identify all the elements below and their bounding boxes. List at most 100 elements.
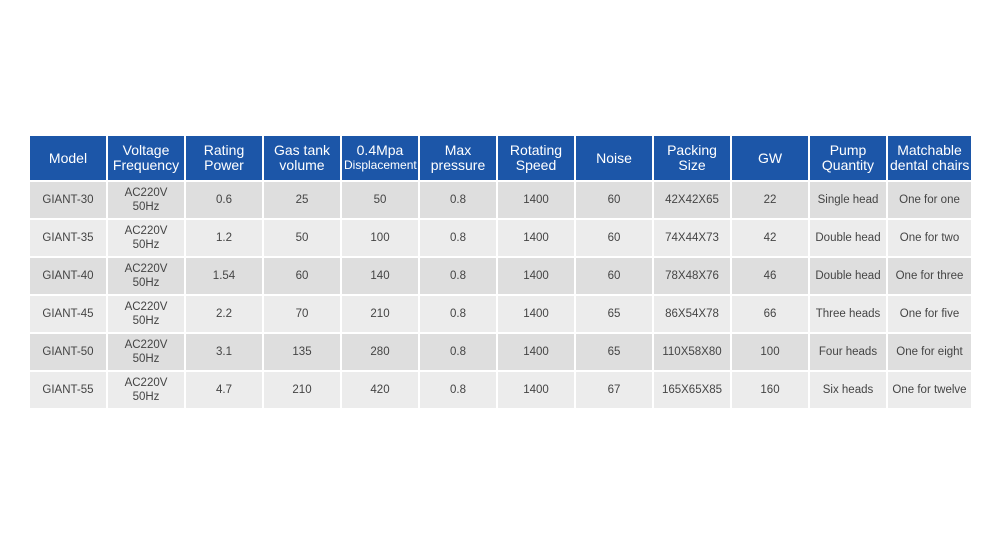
cell-pump-quantity: Three heads: [810, 296, 886, 332]
cell-rating-power: 2.2: [186, 296, 262, 332]
cell-noise: 60: [576, 220, 652, 256]
cell-noise: 65: [576, 334, 652, 370]
cell-displacement: 100: [342, 220, 418, 256]
cell-voltage-frequency: AC220V 50Hz: [108, 182, 184, 218]
header-label: Matchable: [897, 142, 962, 158]
cell-pump-quantity: Single head: [810, 182, 886, 218]
cell-model: GIANT-40: [30, 258, 106, 294]
header-label: pressure: [430, 157, 486, 173]
cell-gw: 100: [732, 334, 808, 370]
header-model: Model: [30, 136, 106, 180]
cell-rating-power: 1.54: [186, 258, 262, 294]
table-body: GIANT-30 AC220V 50Hz 0.6 25 50 0.8 1400 60 42X42X…: [30, 182, 971, 408]
cell-line: AC220V: [124, 339, 168, 351]
cell-line: 50Hz: [132, 201, 160, 213]
header-label: dental chairs: [890, 157, 970, 173]
header-gas-tank-volume: Gas tank volume: [264, 136, 340, 180]
cell-max-pressure: 0.8: [420, 258, 496, 294]
cell-packing-size: 110X58X80: [654, 334, 730, 370]
cell-pump-quantity: Double head: [810, 220, 886, 256]
table-row: GIANT-40 AC220V 50Hz 1.54 60 140 0.8 1400 60 78X4…: [30, 258, 971, 294]
cell-displacement: 140: [342, 258, 418, 294]
cell-gas-tank-volume: 25: [264, 182, 340, 218]
cell-noise: 67: [576, 372, 652, 408]
cell-max-pressure: 0.8: [420, 220, 496, 256]
header-voltage-frequency: Voltage Frequency: [108, 136, 184, 180]
spec-table: Model Voltage Frequency Rating Power Gas tank…: [28, 134, 973, 410]
header-label: Rotating: [509, 142, 563, 158]
cell-model: GIANT-55: [30, 372, 106, 408]
cell-matchable-dental-chairs: One for three: [888, 258, 971, 294]
cell-rating-power: 3.1: [186, 334, 262, 370]
cell-voltage-frequency: AC220V 50Hz: [108, 334, 184, 370]
cell-max-pressure: 0.8: [420, 334, 496, 370]
cell-gas-tank-volume: 60: [264, 258, 340, 294]
cell-gw: 160: [732, 372, 808, 408]
cell-matchable-dental-chairs: One for eight: [888, 334, 971, 370]
header-label: Voltage: [122, 142, 170, 158]
table-row: GIANT-50 AC220V 50Hz 3.1 135 280 0.8 1400 65 110X…: [30, 334, 971, 370]
cell-rating-power: 0.6: [186, 182, 262, 218]
cell-gw: 22: [732, 182, 808, 218]
cell-gas-tank-volume: 50: [264, 220, 340, 256]
cell-gas-tank-volume: 135: [264, 334, 340, 370]
cell-max-pressure: 0.8: [420, 296, 496, 332]
cell-line: 50Hz: [132, 353, 160, 365]
cell-line: 50Hz: [132, 239, 160, 251]
cell-model: GIANT-50: [30, 334, 106, 370]
cell-displacement: 210: [342, 296, 418, 332]
cell-packing-size: 74X44X73: [654, 220, 730, 256]
cell-line: AC220V: [124, 377, 168, 389]
cell-line: 50Hz: [132, 277, 160, 289]
header-label: Max: [444, 142, 472, 158]
cell-line: 50Hz: [132, 315, 160, 327]
cell-rotating-speed: 1400: [498, 182, 574, 218]
header-label: Speed: [515, 157, 557, 173]
cell-gw: 42: [732, 220, 808, 256]
cell-gas-tank-volume: 210: [264, 372, 340, 408]
header-label: GW: [757, 149, 783, 166]
cell-voltage-frequency: AC220V 50Hz: [108, 296, 184, 332]
cell-line: AC220V: [124, 301, 168, 313]
cell-voltage-frequency: AC220V 50Hz: [108, 220, 184, 256]
header-label: Packing: [667, 142, 717, 158]
header-label: Gas tank: [273, 142, 331, 158]
header-packing-size: Packing Size: [654, 136, 730, 180]
cell-pump-quantity: Double head: [810, 258, 886, 294]
cell-gas-tank-volume: 70: [264, 296, 340, 332]
header-row: Model Voltage Frequency Rating Power Gas tank…: [30, 136, 971, 180]
cell-packing-size: 165X65X85: [654, 372, 730, 408]
header-matchable-dental-chairs: Matchable dental chairs: [888, 136, 971, 180]
header-label: volume: [279, 157, 325, 173]
cell-matchable-dental-chairs: One for five: [888, 296, 971, 332]
cell-line: AC220V: [124, 263, 168, 275]
cell-gw: 66: [732, 296, 808, 332]
cell-line: AC220V: [124, 187, 168, 199]
header-gw: GW: [732, 136, 808, 180]
cell-line: 50Hz: [132, 391, 160, 403]
cell-displacement: 50: [342, 182, 418, 218]
header-label: Power: [204, 157, 244, 173]
cell-rating-power: 1.2: [186, 220, 262, 256]
cell-packing-size: 78X48X76: [654, 258, 730, 294]
cell-max-pressure: 0.8: [420, 182, 496, 218]
header-noise: Noise: [576, 136, 652, 180]
cell-matchable-dental-chairs: One for two: [888, 220, 971, 256]
header-label: Rating: [203, 142, 245, 158]
cell-rotating-speed: 1400: [498, 334, 574, 370]
cell-voltage-frequency: AC220V 50Hz: [108, 258, 184, 294]
table-row: GIANT-35 AC220V 50Hz 1.2 50 100 0.8 1400 60 74X44…: [30, 220, 971, 256]
cell-rotating-speed: 1400: [498, 296, 574, 332]
header-label: Size: [678, 157, 706, 173]
table-header: Model Voltage Frequency Rating Power Gas tank…: [30, 136, 971, 180]
cell-rotating-speed: 1400: [498, 372, 574, 408]
cell-displacement: 420: [342, 372, 418, 408]
header-label: Displacement: [344, 158, 417, 172]
cell-model: GIANT-30: [30, 182, 106, 218]
cell-line: AC220V: [124, 225, 168, 237]
cell-max-pressure: 0.8: [420, 372, 496, 408]
header-displacement: 0.4Mpa Displacement: [342, 136, 418, 180]
cell-matchable-dental-chairs: One for one: [888, 182, 971, 218]
cell-packing-size: 86X54X78: [654, 296, 730, 332]
cell-pump-quantity: Six heads: [810, 372, 886, 408]
